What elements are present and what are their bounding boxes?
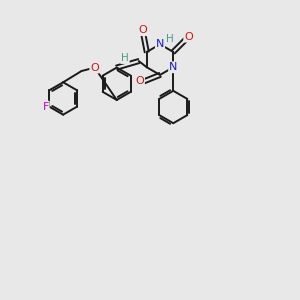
Text: F: F [42,102,49,112]
Text: O: O [184,32,193,42]
Text: O: O [90,63,99,73]
Text: N: N [156,39,164,49]
Text: H: H [166,34,173,44]
Text: O: O [135,76,144,86]
Text: N: N [169,62,178,72]
Text: O: O [139,25,148,35]
Text: H: H [121,53,129,63]
